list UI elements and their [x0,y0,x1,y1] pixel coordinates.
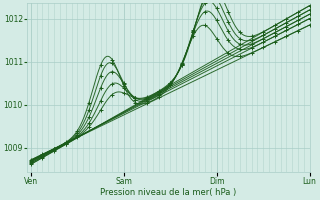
X-axis label: Pression niveau de la mer( hPa ): Pression niveau de la mer( hPa ) [100,188,236,197]
